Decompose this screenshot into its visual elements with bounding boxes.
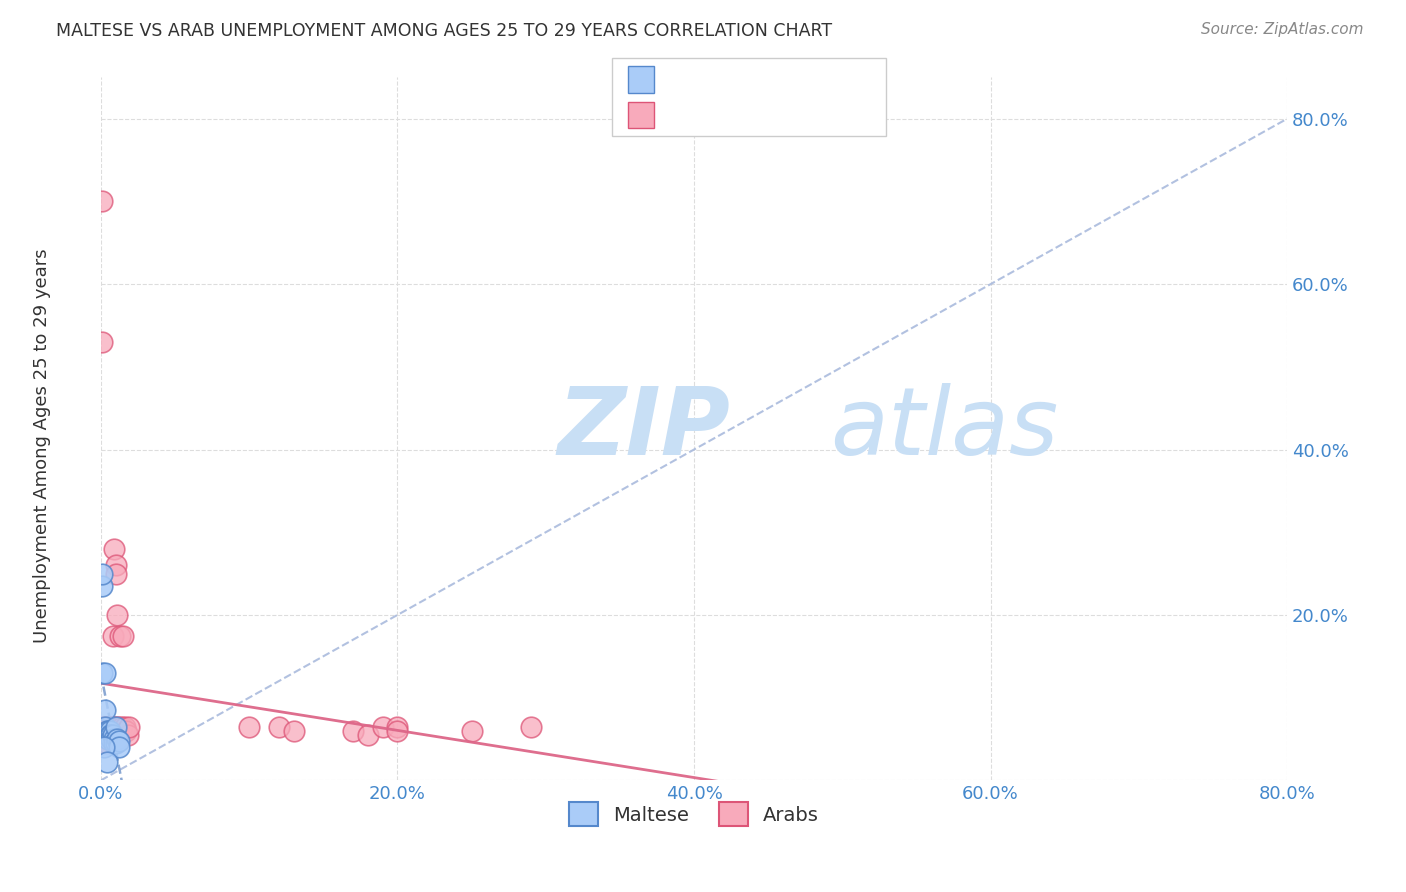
Point — [91, 579, 114, 593]
Point — [94, 720, 117, 734]
Point — [105, 720, 128, 734]
Point — [94, 665, 117, 680]
Text: MALTESE VS ARAB UNEMPLOYMENT AMONG AGES 25 TO 29 YEARS CORRELATION CHART: MALTESE VS ARAB UNEMPLOYMENT AMONG AGES … — [56, 22, 832, 40]
Point — [97, 728, 120, 742]
Point — [111, 720, 134, 734]
Point — [105, 731, 128, 746]
Point — [101, 728, 124, 742]
Point — [91, 194, 114, 209]
Point — [98, 723, 121, 738]
Text: R =: R = — [662, 70, 704, 89]
Point — [100, 731, 122, 746]
Point — [114, 720, 136, 734]
Point — [98, 731, 121, 746]
Point — [104, 736, 127, 750]
Point — [101, 720, 124, 734]
Point — [98, 723, 121, 738]
Text: ZIP: ZIP — [558, 383, 731, 475]
Legend: Maltese, Arabs: Maltese, Arabs — [561, 795, 827, 834]
Point — [98, 728, 121, 742]
Point — [107, 740, 129, 755]
Point — [98, 720, 121, 734]
Point — [117, 728, 139, 742]
Point — [101, 629, 124, 643]
Point — [342, 723, 364, 738]
Point — [96, 728, 118, 742]
Point — [94, 720, 117, 734]
Text: 0.204: 0.204 — [693, 70, 755, 89]
Point — [112, 629, 135, 643]
Point — [94, 736, 117, 750]
Point — [104, 720, 127, 734]
Text: atlas: atlas — [831, 384, 1059, 475]
Point — [96, 728, 118, 742]
Point — [93, 723, 115, 738]
Point — [91, 720, 114, 734]
Text: 49: 49 — [789, 105, 815, 125]
Point — [91, 334, 114, 349]
Point — [91, 566, 114, 581]
Point — [387, 720, 409, 734]
Point — [387, 723, 409, 738]
Point — [97, 723, 120, 738]
Point — [104, 566, 127, 581]
Point — [110, 629, 132, 643]
Point — [107, 720, 129, 734]
Point — [96, 755, 118, 769]
Point — [103, 541, 125, 556]
Point — [104, 558, 127, 573]
Point — [96, 723, 118, 738]
Text: Unemployment Among Ages 25 to 29 years: Unemployment Among Ages 25 to 29 years — [34, 249, 51, 643]
Point — [94, 723, 117, 738]
Point — [100, 728, 122, 742]
Point — [283, 723, 305, 738]
Point — [460, 723, 482, 738]
Point — [100, 723, 122, 738]
Point — [103, 720, 125, 734]
Text: R =: R = — [662, 105, 704, 125]
Point — [93, 740, 115, 755]
Point — [94, 703, 117, 717]
Point — [91, 665, 114, 680]
Point — [96, 720, 118, 734]
Text: N =: N = — [742, 105, 799, 125]
Point — [97, 731, 120, 746]
Point — [97, 720, 120, 734]
Point — [93, 731, 115, 746]
Point — [96, 723, 118, 738]
Point — [118, 720, 141, 734]
Point — [238, 720, 260, 734]
Point — [115, 723, 138, 738]
Point — [96, 736, 118, 750]
Point — [97, 731, 120, 746]
Text: 25: 25 — [789, 70, 815, 89]
Point — [97, 723, 120, 738]
Point — [91, 731, 114, 746]
Point — [107, 733, 129, 747]
Point — [371, 720, 394, 734]
Point — [267, 720, 290, 734]
Point — [520, 720, 543, 734]
Point — [105, 607, 128, 622]
Text: Source: ZipAtlas.com: Source: ZipAtlas.com — [1201, 22, 1364, 37]
Text: N =: N = — [742, 70, 799, 89]
Point — [100, 720, 122, 734]
Point — [97, 728, 120, 742]
Point — [103, 736, 125, 750]
Point — [93, 720, 115, 734]
Point — [103, 731, 125, 746]
Text: 0.013: 0.013 — [693, 105, 755, 125]
Point — [357, 728, 380, 742]
